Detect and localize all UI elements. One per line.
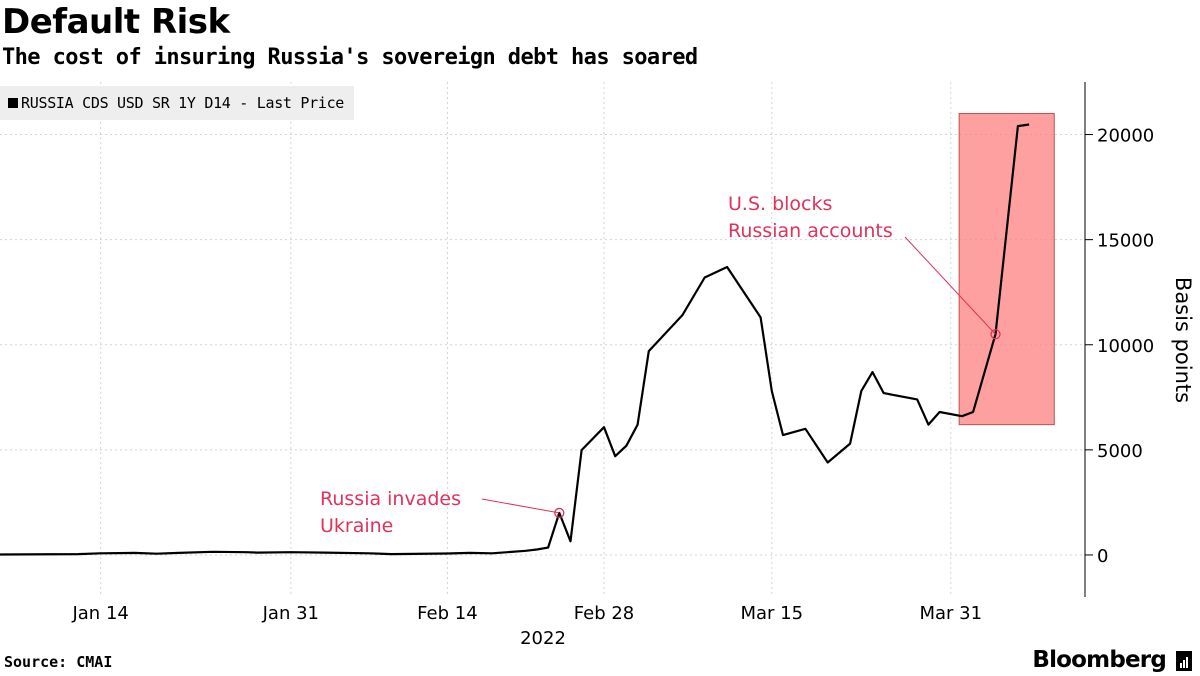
x-tick-label: Mar 31: [919, 603, 982, 624]
brand-logo: Bloomberg: [1032, 647, 1166, 673]
annotation-marker: [554, 507, 565, 519]
grid-layer: [0, 82, 1085, 597]
x-year-label: 2022: [520, 628, 566, 649]
x-tick-label: Feb 14: [417, 603, 478, 624]
highlight-box: [958, 113, 1055, 426]
legend-swatch-icon: [8, 98, 18, 108]
annotation-label: Russian accounts: [728, 220, 893, 242]
terminal-icon: [1176, 651, 1192, 671]
source-note: Source: CMAI: [4, 653, 113, 671]
annotation-label: U.S. blocks: [728, 193, 832, 215]
y-axis-title: Basis points: [1171, 277, 1195, 403]
y-tick-label: 5000: [1097, 441, 1143, 462]
x-tick-label: Mar 15: [741, 603, 804, 624]
chart-title: Default Risk: [2, 2, 230, 42]
series-line: [0, 123, 1030, 556]
y-tick-label: 15000: [1097, 231, 1154, 252]
legend-label: RUSSIA CDS USD SR 1Y D14 - Last Price: [21, 94, 345, 112]
x-tick-label: Jan 14: [71, 603, 128, 624]
series-layer: [0, 123, 1030, 556]
chart-subtitle: The cost of insuring Russia's sovereign …: [2, 45, 698, 70]
highlight-layer: [958, 113, 1055, 426]
x-tick-label: Jan 31: [262, 603, 319, 624]
annotation-marker: [990, 329, 1001, 340]
y-tick-label: 10000: [1097, 336, 1154, 357]
annotation-label: Ukraine: [320, 515, 393, 537]
y-tick-label: 0: [1097, 546, 1108, 567]
legend: RUSSIA CDS USD SR 1Y D14 - Last Price: [0, 86, 355, 120]
x-tick-label: Feb 28: [574, 603, 635, 624]
axis-layer: 0 5000 10000 15000 20000 Jan 14 Jan 31 Feb 14 Fe…: [71, 82, 1195, 649]
annotation-label: Russia invades: [320, 488, 461, 510]
annotation-leader: [481, 498, 560, 514]
annotation-layer: Russia invades Ukraine U.S. blocks Russian …: [320, 193, 1001, 537]
annotation-leader: [904, 236, 996, 335]
y-tick-label: 20000: [1097, 126, 1154, 147]
